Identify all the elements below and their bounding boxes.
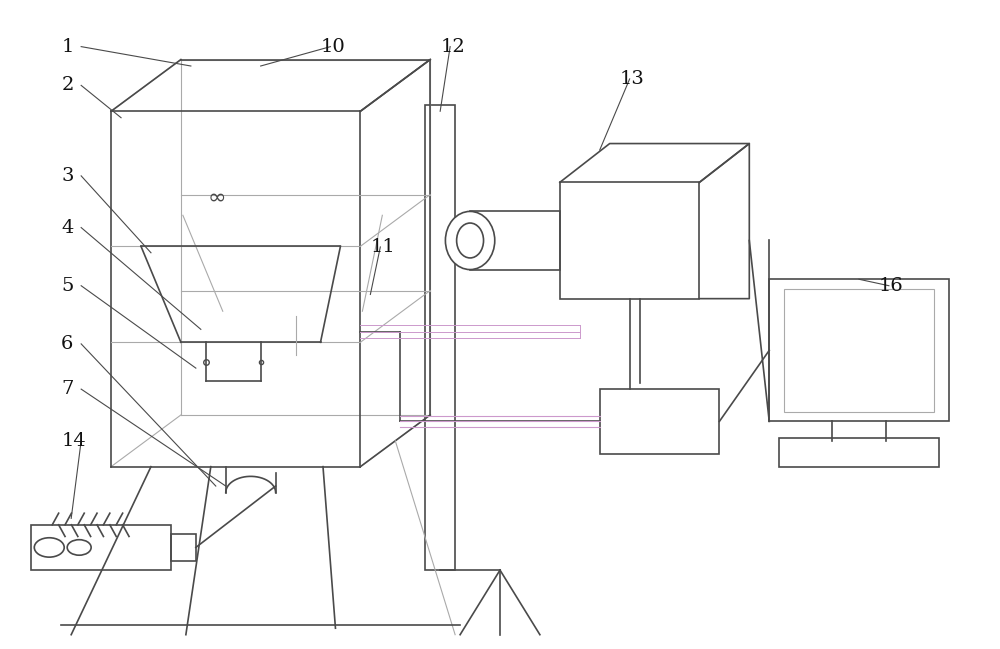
Text: 5: 5 [61,276,74,295]
Text: $\infty$: $\infty$ [207,186,225,206]
Bar [470,212,560,269]
Bar [779,437,939,467]
Bar [600,389,719,454]
Text: 10: 10 [320,38,345,56]
Bar [425,104,455,570]
Text: 11: 11 [370,238,395,256]
Text: 1: 1 [61,38,74,56]
Bar [769,279,949,421]
Text: 12: 12 [440,38,465,56]
Text: 7: 7 [61,380,74,398]
Bar [784,289,934,411]
Bar [31,525,171,570]
Text: 14: 14 [61,432,86,450]
Bar [171,534,196,561]
Text: 13: 13 [620,70,645,88]
Text: 4: 4 [61,219,74,237]
Bar [560,182,699,299]
Text: 6: 6 [61,335,74,353]
Ellipse shape [445,212,495,269]
Text: 3: 3 [61,167,74,185]
Text: 2: 2 [61,77,74,94]
Text: 16: 16 [879,276,904,295]
